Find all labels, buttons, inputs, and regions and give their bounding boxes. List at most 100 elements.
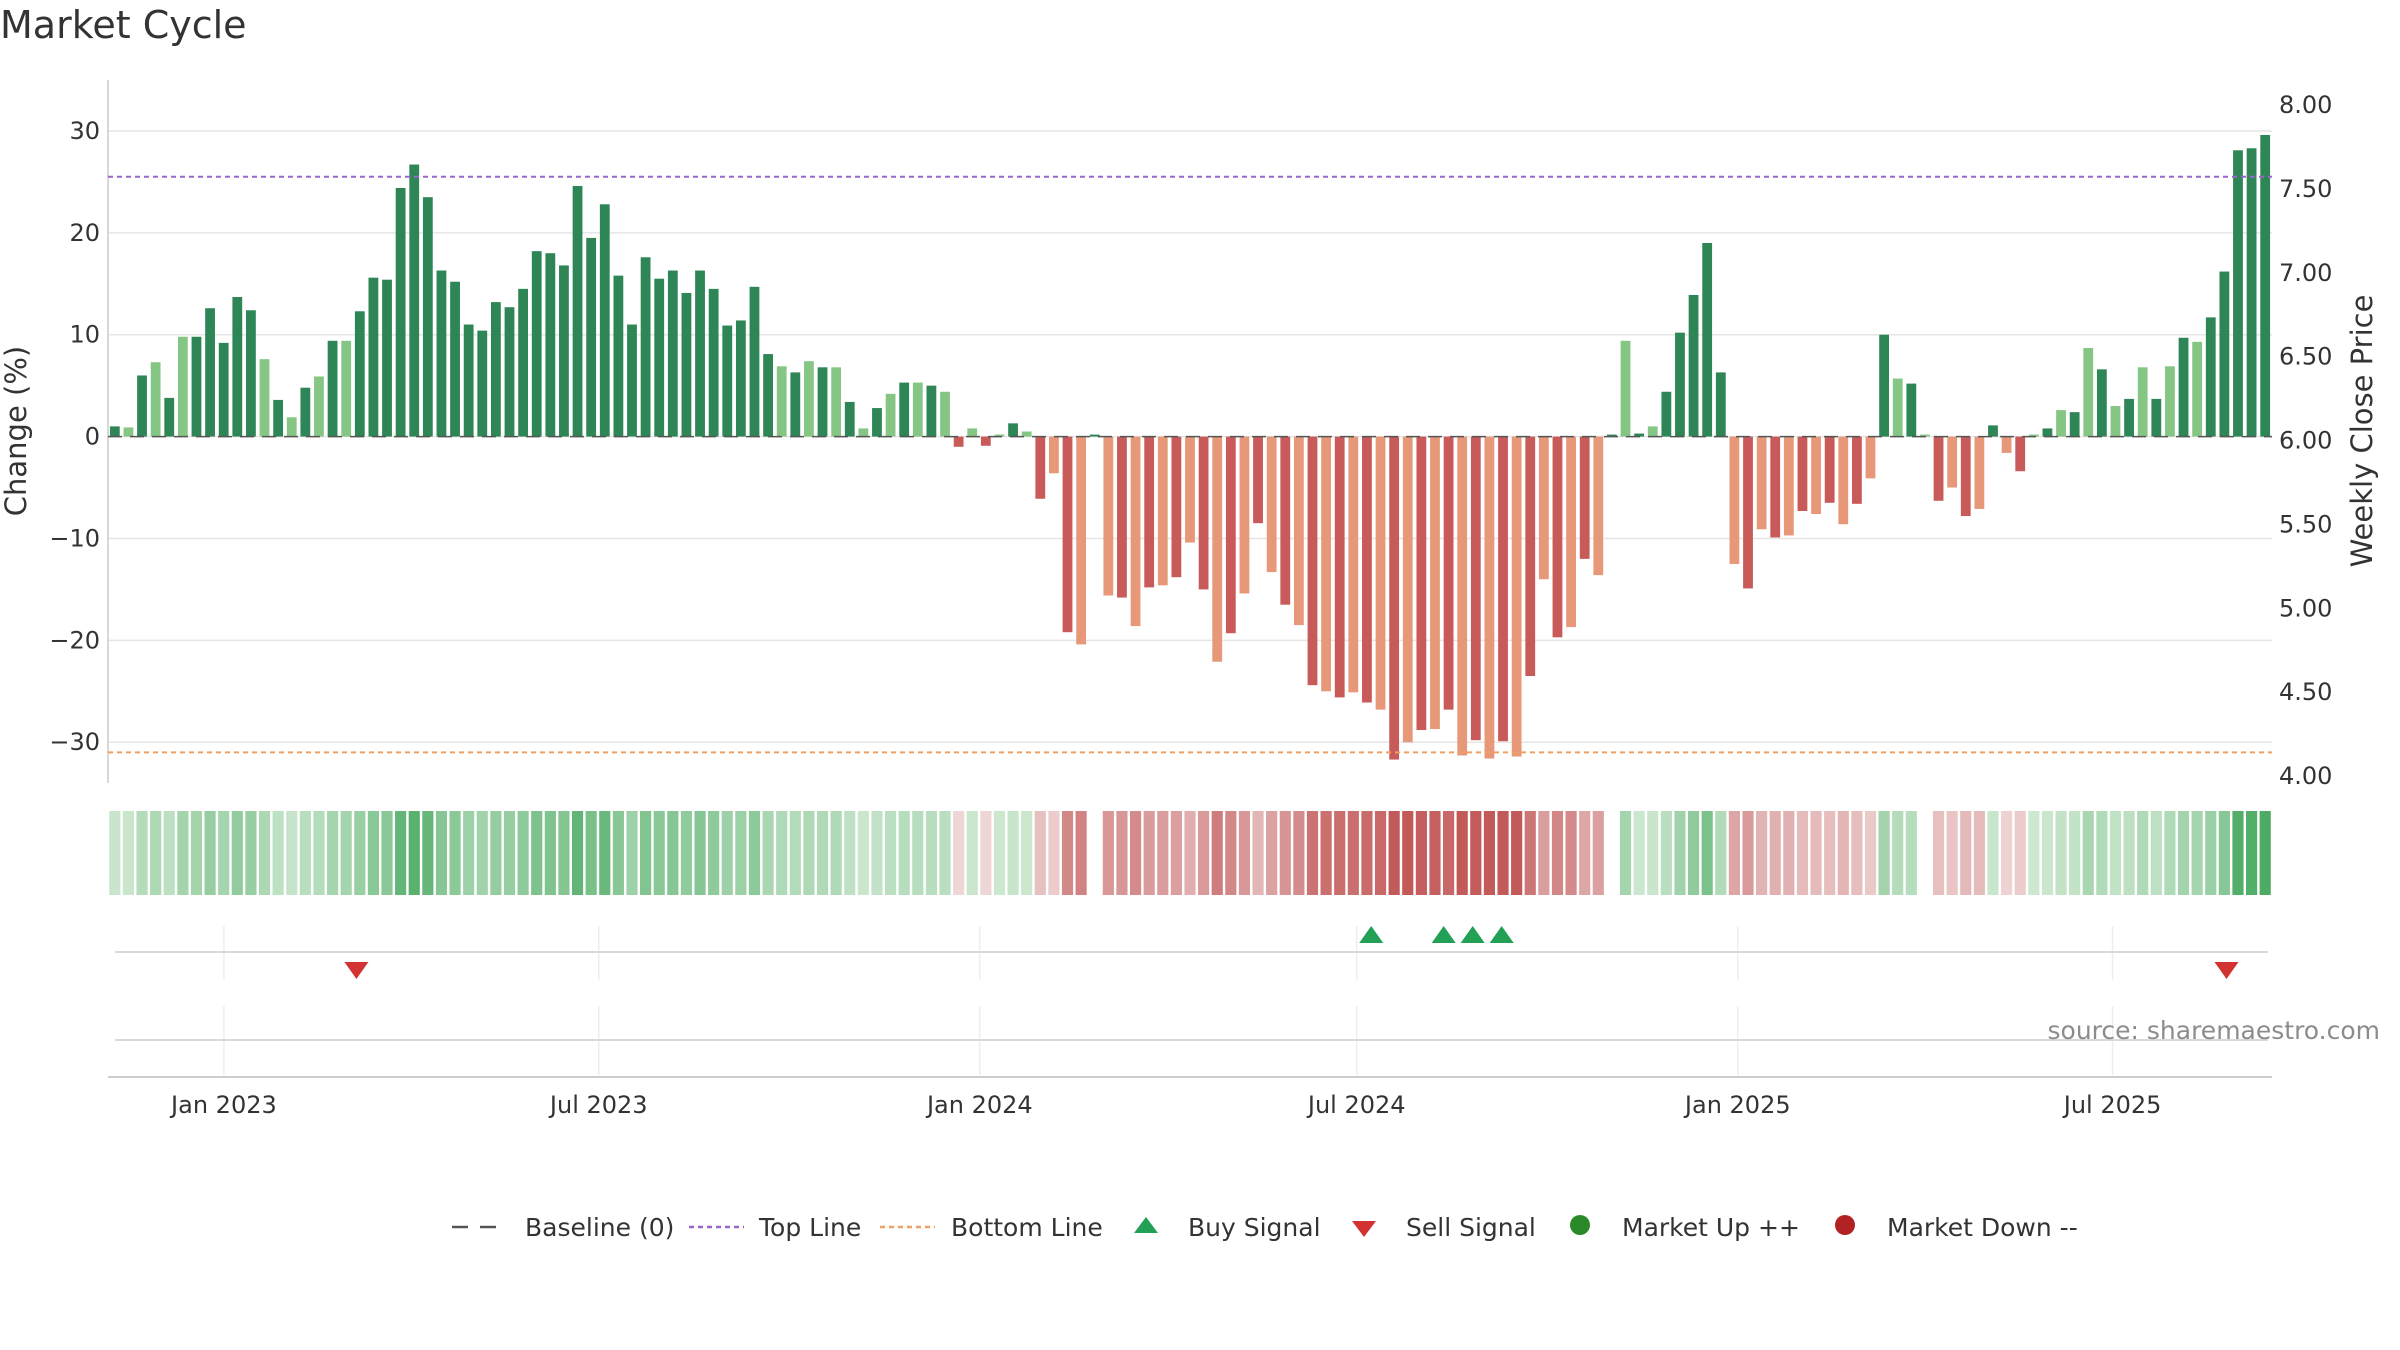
change-bar	[1008, 423, 1018, 437]
heat-cell	[1334, 811, 1346, 895]
heat-cell	[2109, 811, 2122, 895]
change-bar	[2178, 337, 2189, 437]
change-bar	[2151, 398, 2162, 437]
change-bar	[259, 359, 270, 437]
heat-cell	[463, 811, 475, 895]
change-bar	[1715, 372, 1726, 437]
heat-cell	[1892, 811, 1904, 895]
heat-cell	[830, 811, 842, 895]
heat-cell	[844, 811, 856, 895]
change-bar	[953, 436, 964, 447]
change-bar	[300, 387, 311, 437]
change-bar	[844, 401, 855, 437]
change-bar	[667, 270, 678, 437]
heat-cell	[2205, 811, 2217, 895]
change-bar	[831, 367, 842, 437]
change-bar	[286, 417, 297, 437]
change-bar	[450, 281, 460, 437]
change-bar	[1892, 378, 1903, 437]
heat-cell	[585, 811, 597, 895]
source-credit: source: sharemaestro.com	[2048, 1016, 2381, 1045]
heat-cell	[667, 811, 679, 895]
change-bar	[1185, 436, 1195, 543]
heat-cell	[1524, 811, 1536, 895]
heat-cell	[871, 811, 883, 895]
heat-cell	[708, 811, 720, 895]
y-axis-title: Change (%)	[0, 346, 33, 516]
heat-cell	[912, 811, 924, 895]
change-bar	[2069, 412, 2080, 437]
heat-cell	[558, 811, 570, 895]
change-bar	[627, 324, 637, 437]
heat-cell	[953, 811, 965, 895]
change-bar	[1797, 436, 1808, 511]
change-bar	[926, 385, 937, 437]
change-bar	[2042, 428, 2053, 437]
heat-cell	[721, 811, 733, 895]
heat-cell	[1238, 811, 1251, 895]
change-bar	[545, 253, 556, 437]
change-bar	[395, 188, 406, 437]
heat-cell	[395, 811, 407, 895]
change-bar	[1389, 436, 1400, 760]
change-bar	[2233, 150, 2243, 437]
change-bar	[2219, 271, 2230, 437]
change-bar	[2165, 366, 2175, 437]
heat-cell	[1374, 811, 1387, 895]
heat-cell	[1851, 811, 1863, 895]
change-bar	[1117, 436, 1127, 598]
buy-signal-marker	[1359, 926, 1384, 943]
change-bar	[1484, 436, 1495, 759]
change-bar	[1470, 436, 1481, 741]
heat-cell	[2246, 811, 2258, 895]
heat-cell	[408, 811, 420, 895]
heat-cell	[2137, 811, 2149, 895]
change-bar	[695, 270, 705, 437]
heat-cell	[2069, 811, 2081, 895]
change-bar	[1253, 436, 1263, 524]
change-bar	[804, 361, 814, 437]
heat-cell	[1592, 811, 1604, 895]
change-bar	[722, 325, 733, 437]
change-bar	[531, 251, 542, 437]
heat-cell	[1837, 811, 1849, 895]
heat-cell	[898, 811, 910, 895]
heat-cell	[490, 811, 502, 895]
heat-cell	[272, 811, 284, 895]
heat-cell	[245, 811, 257, 895]
heat-cell	[326, 811, 339, 895]
heat-cell	[1320, 811, 1332, 895]
change-bar	[681, 292, 692, 437]
legend-label: Bottom Line	[951, 1213, 1103, 1242]
heat-cell	[966, 811, 978, 895]
change-bar	[422, 197, 433, 437]
heat-cell	[1728, 811, 1740, 895]
y2-tick-label: 7.00	[2279, 259, 2332, 287]
heat-cell	[1633, 811, 1645, 895]
change-bar	[1321, 436, 1331, 692]
heat-cell	[1810, 811, 1822, 895]
heat-cell	[1007, 811, 1019, 895]
change-bar	[1960, 436, 1971, 517]
heat-cell	[925, 811, 937, 895]
heat-cell	[626, 811, 638, 895]
change-bar	[1756, 436, 1767, 530]
change-bar	[314, 376, 324, 437]
heat-cell	[1034, 811, 1046, 895]
heat-cell	[2123, 811, 2135, 895]
change-bar	[1103, 436, 1114, 596]
heat-cell	[1619, 811, 1632, 895]
change-bar	[164, 397, 175, 437]
heat-cell	[517, 811, 529, 895]
change-bar	[1974, 436, 1985, 509]
heat-cell	[1687, 811, 1700, 895]
change-bar	[1865, 436, 1876, 479]
heat-cell	[1129, 811, 1142, 895]
heat-cell	[422, 811, 434, 895]
change-bar	[463, 324, 474, 437]
change-bar	[640, 257, 651, 437]
heat-cell	[2096, 811, 2108, 895]
change-bar	[1375, 436, 1386, 710]
heat-cell	[1021, 811, 1033, 895]
